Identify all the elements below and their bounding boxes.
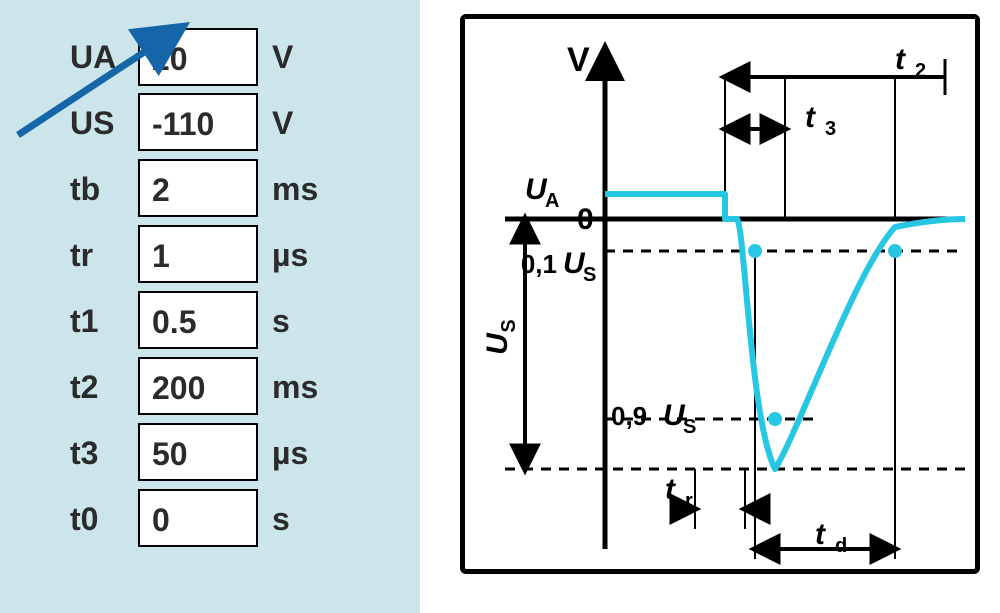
waveform-diagram: V0UAUS0,1US0,9USt2t3trtd [460, 14, 980, 574]
svg-text:2: 2 [915, 60, 926, 82]
param-row: t10.5s [70, 288, 380, 354]
param-row: t2200ms [70, 354, 380, 420]
svg-text:S: S [583, 264, 596, 286]
param-row: tr1µs [70, 222, 380, 288]
param-unit: V [258, 39, 293, 76]
svg-text:t: t [895, 43, 907, 76]
svg-text:V: V [567, 41, 590, 79]
svg-text:U: U [481, 332, 514, 355]
svg-text:3: 3 [825, 118, 836, 140]
svg-text:0,1: 0,1 [521, 249, 557, 279]
param-label: US [70, 105, 138, 142]
param-value-cell[interactable]: 0 [138, 489, 258, 547]
param-value-cell[interactable]: 20 [138, 28, 258, 86]
param-label: t3 [70, 435, 138, 472]
svg-text:0,9: 0,9 [611, 401, 647, 431]
param-row: tb2ms [70, 156, 380, 222]
svg-text:t: t [805, 101, 817, 134]
param-unit: s [258, 303, 290, 340]
svg-text:t: t [815, 518, 827, 551]
svg-text:t: t [665, 473, 677, 506]
svg-text:r: r [685, 490, 693, 512]
param-unit: ms [258, 171, 318, 208]
param-value-cell[interactable]: 200 [138, 357, 258, 415]
param-unit: s [258, 501, 290, 538]
param-label: tr [70, 237, 138, 274]
param-row: t00s [70, 486, 380, 552]
param-value-cell[interactable]: 50 [138, 423, 258, 481]
svg-text:A: A [545, 190, 559, 212]
param-label: UA [70, 39, 138, 76]
param-value-cell[interactable]: 0.5 [138, 291, 258, 349]
param-value-cell[interactable]: 1 [138, 225, 258, 283]
param-unit: µs [258, 237, 308, 274]
param-unit: V [258, 105, 293, 142]
param-label: t0 [70, 501, 138, 538]
svg-text:S: S [498, 319, 520, 332]
param-value-cell[interactable]: 2 [138, 159, 258, 217]
parameter-table: UA20VUS-110Vtb2mstr1µst10.5st2200mst350µ… [0, 0, 420, 613]
param-unit: ms [258, 369, 318, 406]
svg-text:d: d [835, 535, 847, 557]
param-row: US-110V [70, 90, 380, 156]
param-value-cell[interactable]: -110 [138, 93, 258, 151]
param-label: t2 [70, 369, 138, 406]
param-row: t350µs [70, 420, 380, 486]
param-label: tb [70, 171, 138, 208]
svg-text:S: S [683, 416, 696, 438]
param-unit: µs [258, 435, 308, 472]
svg-text:0: 0 [577, 203, 594, 236]
param-label: t1 [70, 303, 138, 340]
param-row: UA20V [70, 24, 380, 90]
